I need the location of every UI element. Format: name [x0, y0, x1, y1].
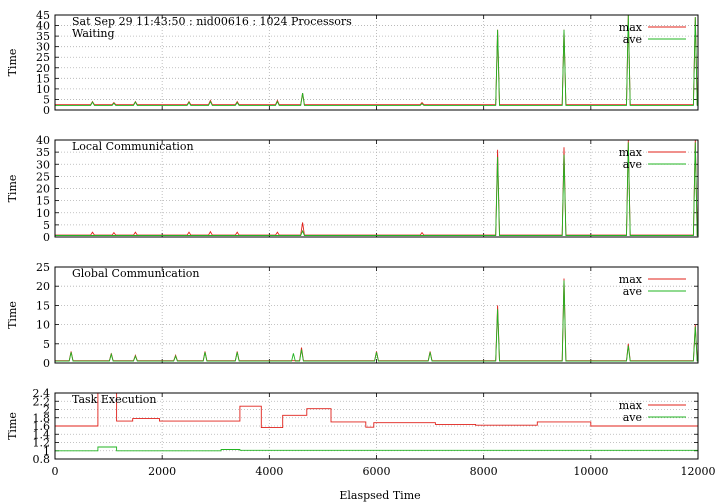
y-tick-label: 5: [43, 338, 50, 351]
plot-frame: [54, 14, 699, 111]
y-tick-label: 2.2: [33, 395, 51, 408]
legend-label-max: max: [619, 399, 643, 412]
y-tick-label: 10: [36, 207, 50, 220]
x-tick-label: 8000: [470, 465, 498, 478]
chart-header: Sat Sep 29 11:43:50 : nid00616 : 1024 Pr…: [72, 15, 352, 28]
legend-label-max: max: [619, 273, 643, 286]
y-tick-label: 10: [36, 83, 50, 96]
y-tick-label: 10: [36, 319, 50, 332]
y-tick-label: 45: [36, 9, 50, 22]
y-tick-label: 2.4: [33, 387, 51, 400]
y-tick-label: 15: [36, 195, 50, 208]
x-tick-label: 4000: [255, 465, 283, 478]
y-tick-label: 20: [36, 62, 50, 75]
series-line-ave: [55, 15, 698, 106]
x-tick-label: 10000: [573, 465, 608, 478]
y-tick-label: 15: [36, 299, 50, 312]
y-tick-label: 0: [43, 357, 50, 370]
series-line-ave: [55, 142, 698, 236]
y-tick-label: 25: [36, 51, 50, 64]
y-tick-label: 1.2: [33, 437, 51, 450]
y-tick-label: 0: [43, 104, 50, 117]
y-tick-label: 30: [36, 41, 50, 54]
y-tick-label: 35: [36, 30, 50, 43]
y-tick-label: 2: [43, 404, 50, 417]
legend-label-max: max: [619, 146, 643, 159]
panel-title: Task Execution: [72, 393, 156, 406]
y-tick-label: 1.8: [33, 412, 51, 425]
plot-frame: [54, 392, 699, 460]
y-tick-label: 40: [36, 134, 50, 147]
panel-title: Waiting: [72, 27, 115, 40]
y-tick-label: 1.4: [33, 428, 51, 441]
plot-frame: [54, 139, 699, 238]
series-line-ave: [55, 446, 698, 452]
y-tick-label: 1.6: [33, 420, 51, 433]
series-line-max: [55, 393, 698, 429]
legend-label-ave: ave: [623, 285, 642, 298]
y-tick-label: 5: [43, 219, 50, 232]
y-tick-label: 15: [36, 72, 50, 85]
y-tick-label: 25: [36, 170, 50, 183]
y-axis-label: Time: [6, 49, 19, 77]
y-tick-label: 0.8: [33, 453, 51, 466]
y-axis-label: Time: [6, 412, 19, 440]
legend-label-ave: ave: [623, 33, 642, 46]
y-tick-label: 20: [36, 280, 50, 293]
x-tick-label: 2000: [148, 465, 176, 478]
y-tick-label: 20: [36, 183, 50, 196]
plot-frame: [54, 266, 699, 364]
legend-label-max: max: [619, 21, 643, 34]
x-axis-label: Elaspsed Time: [339, 489, 420, 502]
y-tick-label: 0: [43, 231, 50, 244]
x-tick-label: 6000: [363, 465, 391, 478]
y-tick-label: 35: [36, 146, 50, 159]
y-tick-label: 40: [36, 20, 50, 33]
legend-label-ave: ave: [623, 411, 642, 424]
panel-title: Local Communication: [72, 140, 194, 153]
y-axis-label: Time: [6, 301, 19, 329]
panel-3: 0.811.21.41.61.822.22.4 0 2000 4000 6000 8000…: [6, 387, 716, 478]
x-tick-label: 12000: [681, 465, 716, 478]
y-tick-label: 30: [36, 158, 50, 171]
x-tick-label: 0: [52, 465, 59, 478]
y-tick-label: 25: [36, 261, 50, 274]
legend-label-ave: ave: [623, 158, 642, 171]
y-tick-label: 5: [43, 93, 50, 106]
series-line-max: [55, 15, 698, 106]
series-line-ave: [55, 280, 698, 362]
y-tick-label: 1: [43, 445, 50, 458]
series-line-max: [55, 140, 698, 236]
y-axis-label: Time: [6, 175, 19, 203]
panel-title: Global Communication: [72, 267, 200, 280]
